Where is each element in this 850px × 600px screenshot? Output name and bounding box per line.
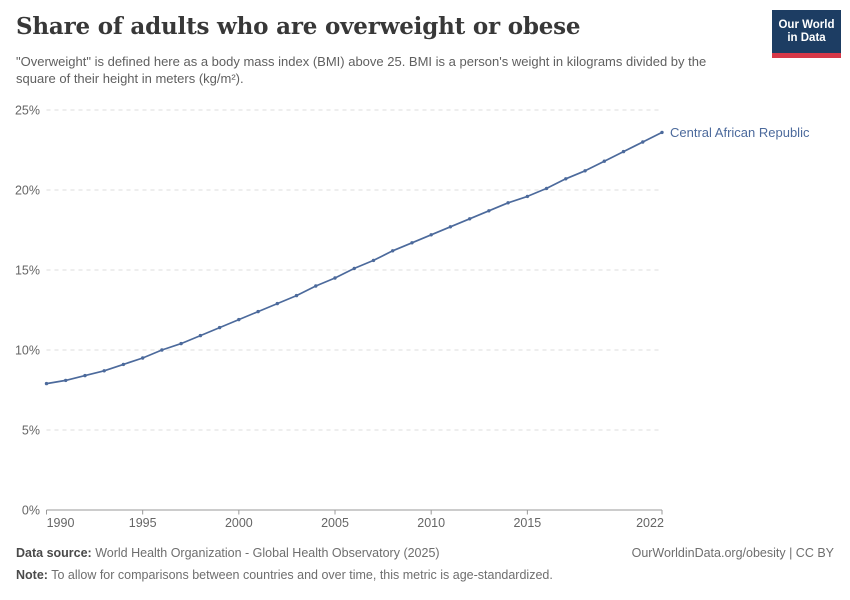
data-point[interactable] (410, 241, 414, 245)
x-tick-label: 2022 (636, 516, 664, 530)
x-tick-label: 2000 (225, 516, 253, 530)
data-point[interactable] (641, 140, 645, 144)
y-tick-label: 20% (15, 184, 40, 198)
data-point[interactable] (429, 233, 433, 237)
x-tick-label: 2015 (513, 516, 541, 530)
data-point[interactable] (256, 309, 260, 314)
data-point[interactable] (237, 317, 241, 322)
data-point[interactable] (83, 373, 87, 378)
data-source-text: World Health Organization - Global Healt… (91, 546, 440, 560)
line-series[interactable] (45, 131, 663, 385)
data-point[interactable] (63, 378, 68, 383)
note-line: Note: To allow for comparisons between c… (16, 568, 834, 582)
x-tick-label: 2010 (417, 516, 445, 530)
x-tick-label: 1990 (47, 516, 75, 530)
data-point[interactable] (141, 356, 145, 360)
chart-subtitle: "Overweight" is defined here as a body m… (16, 54, 707, 86)
data-point[interactable] (371, 258, 376, 263)
y-tick-label: 10% (15, 344, 40, 358)
data-point[interactable] (102, 369, 106, 373)
owid-logo-line2: in Data (787, 31, 826, 44)
entity-label[interactable]: Central African Republic (670, 125, 810, 140)
data-point[interactable] (525, 194, 530, 199)
y-tick-label: 5% (22, 424, 40, 438)
x-tick-label: 2005 (321, 516, 349, 530)
data-point[interactable] (506, 201, 510, 205)
y-tick-label: 25% (15, 104, 40, 118)
x-tick-label: 1995 (129, 516, 157, 530)
data-point[interactable] (179, 341, 183, 346)
data-point[interactable] (583, 169, 587, 173)
data-source-line: Data source: World Health Organization -… (16, 546, 440, 560)
data-point[interactable] (564, 177, 568, 181)
note-text: To allow for comparisons between countri… (47, 568, 553, 582)
chart-svg: 0% 5% 10% 15% 20% 25% 1990 1995 2000 2005 2010 2015… (15, 104, 810, 531)
data-point[interactable] (621, 149, 626, 154)
y-tick-label: 0% (22, 504, 40, 518)
data-point[interactable] (333, 276, 337, 280)
data-point[interactable] (44, 381, 49, 386)
data-point[interactable] (160, 348, 164, 352)
chart-footer: Data source: World Health Organization -… (16, 546, 834, 582)
data-point[interactable] (544, 186, 549, 191)
data-point[interactable] (468, 217, 472, 221)
data-point[interactable] (448, 225, 453, 229)
data-point[interactable] (602, 159, 606, 163)
citation-link[interactable]: OurWorldinData.org/obesity | CC BY (631, 546, 834, 560)
data-point[interactable] (352, 266, 356, 271)
owid-logo-line1: Our World (778, 18, 835, 31)
data-point[interactable] (314, 284, 318, 288)
data-point[interactable] (487, 209, 491, 213)
page-title: Share of adults who are overweight or ob… (16, 13, 581, 40)
data-point[interactable] (294, 293, 299, 298)
owid-logo-red-stripe (772, 53, 841, 58)
data-point[interactable] (217, 325, 222, 330)
data-point[interactable] (275, 301, 279, 306)
data-point[interactable] (121, 362, 126, 367)
note-label: Note: (16, 568, 48, 582)
y-tick-label: 15% (15, 264, 40, 278)
owid-logo-text: Our World in Data (772, 10, 841, 53)
owid-logo[interactable]: Our World in Data (772, 10, 841, 58)
data-point[interactable] (660, 130, 664, 135)
data-point[interactable] (391, 249, 395, 253)
data-point[interactable] (198, 333, 203, 338)
data-source-label: Data source: (16, 546, 92, 560)
